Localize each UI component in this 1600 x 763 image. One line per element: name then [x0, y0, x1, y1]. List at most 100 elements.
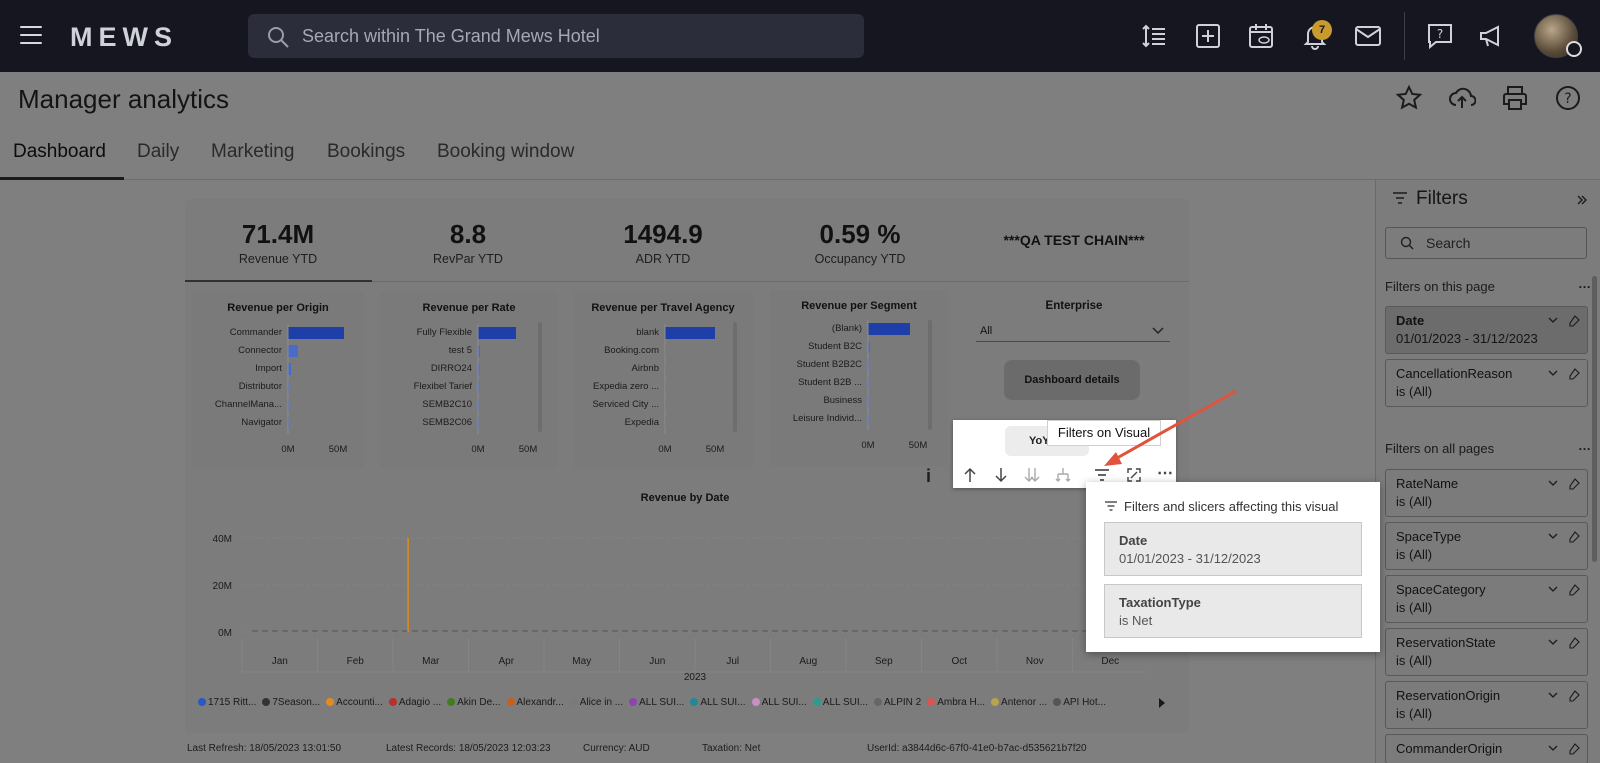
popup-filter-taxation-type[interactable]: TaxationType is Net [1104, 584, 1362, 638]
chevron-down-icon[interactable] [1548, 317, 1558, 325]
bar-category-label: Expedia [625, 417, 660, 428]
filter-card-reservation-state[interactable]: ReservationState is (All) [1385, 628, 1588, 676]
legend-item[interactable]: Alice in ... [569, 697, 623, 708]
legend-item[interactable]: Akin De... [447, 697, 501, 708]
filter-card-date[interactable]: Date 01/01/2023 - 31/12/2023 [1385, 306, 1588, 354]
filter-card-commander-origin[interactable]: CommanderOrigin [1385, 734, 1588, 763]
chart-revenue-per-origin[interactable]: Revenue per Origin Commander Connector Imp… [192, 292, 364, 468]
y-tick-label: 0M [218, 628, 232, 639]
focus-mode-icon[interactable] [1125, 466, 1143, 484]
legend-item[interactable]: 1715 Ritt... [198, 697, 256, 708]
footer-user-id: UserId: a3844d6c-67f0-41e0-b7ac-d535621b… [867, 743, 1087, 754]
chevron-down-icon[interactable] [1548, 533, 1558, 541]
favorite-star-icon[interactable] [1395, 84, 1423, 112]
more-options-icon[interactable]: ⋯ [1157, 465, 1173, 482]
legend-next-icon[interactable] [1158, 698, 1166, 708]
chevron-down-icon[interactable] [1548, 692, 1558, 700]
help-icon[interactable]: ? [1554, 84, 1582, 112]
cloud-upload-icon[interactable] [1448, 84, 1476, 112]
eraser-icon[interactable] [1568, 743, 1580, 755]
chevron-down-icon[interactable] [1548, 639, 1558, 647]
legend-item[interactable]: API Hot... [1053, 697, 1106, 708]
more-options-icon[interactable]: … [1578, 276, 1591, 291]
legend-item[interactable]: Ambra H... [927, 697, 985, 708]
bar-category-label: test 5 [449, 345, 472, 356]
megaphone-icon[interactable] [1478, 22, 1506, 50]
kpi-revpar-ytd[interactable]: 8.8 RevPar YTD [375, 219, 561, 266]
bar-category-label: Navigator [241, 417, 282, 428]
eraser-icon[interactable] [1568, 690, 1580, 702]
legend-item[interactable]: ALL SUI... [629, 697, 684, 708]
chevron-down-icon[interactable] [1548, 370, 1558, 378]
mews-logo[interactable]: MEWS [70, 22, 178, 52]
bar-chart-svg: Fully Flexible test 5 DIRRO24 Flexibel Tari… [414, 322, 542, 455]
x-tick-label: 0M [281, 444, 294, 455]
enterprise-select[interactable]: All [976, 322, 1170, 342]
chart-revenue-per-segment[interactable]: Revenue per Segment (Blank) Student B2C St… [770, 290, 948, 466]
info-icon[interactable]: i [926, 466, 932, 486]
calendar-eye-icon[interactable] [1247, 22, 1275, 50]
tab-dashboard[interactable]: Dashboard [13, 141, 106, 162]
filter-card-space-category[interactable]: SpaceCategory is (All) [1385, 575, 1588, 623]
legend-item[interactable]: ALL SUI... [812, 697, 868, 708]
tab-daily[interactable]: Daily [137, 141, 180, 162]
tab-booking-window[interactable]: Booking window [437, 141, 575, 162]
kpi-occupancy-ytd[interactable]: 0.59 % Occupancy YTD [767, 219, 953, 266]
more-options-icon[interactable]: … [1578, 438, 1591, 453]
eraser-icon[interactable] [1568, 478, 1580, 490]
print-icon[interactable] [1501, 84, 1529, 112]
legend-item[interactable]: Antenor ... [991, 697, 1047, 708]
eraser-icon[interactable] [1568, 315, 1580, 327]
kpi-adr-ytd[interactable]: 1494.9 ADR YTD [570, 219, 756, 266]
chevron-down-icon[interactable] [1548, 745, 1558, 753]
drill-down-icon[interactable] [992, 466, 1010, 484]
global-search-input[interactable] [302, 14, 842, 58]
chevron-down-icon[interactable] [1548, 586, 1558, 594]
menu-icon[interactable] [20, 26, 42, 44]
eraser-icon[interactable] [1568, 637, 1580, 649]
global-search[interactable] [248, 14, 864, 58]
dashboard-details-button[interactable]: Dashboard details [1004, 360, 1140, 400]
bar [868, 323, 910, 335]
filter-card-cancellation-reason[interactable]: CancellationReason is (All) [1385, 359, 1588, 407]
drill-up-icon[interactable] [961, 466, 979, 484]
eraser-icon[interactable] [1568, 584, 1580, 596]
chart-legend: 1715 Ritt... 7Season... Accounti... Adagio … [198, 697, 1112, 708]
eraser-icon[interactable] [1568, 531, 1580, 543]
filters-search-input[interactable] [1426, 228, 1576, 258]
sort-lines-icon[interactable] [1140, 22, 1168, 50]
legend-item[interactable]: 7Season... [262, 697, 320, 708]
drill-hierarchy-icon[interactable] [1054, 466, 1072, 484]
legend-item[interactable]: ALL SUI... [690, 697, 746, 708]
filter-card-space-type[interactable]: SpaceType is (All) [1385, 522, 1588, 570]
chevron-down-icon[interactable] [1548, 480, 1558, 488]
popup-filter-date[interactable]: Date 01/01/2023 - 31/12/2023 [1104, 522, 1362, 576]
revenue-by-date-chart[interactable]: 0M 20M 40M Jan Feb Mar Apr May Jun Jul Aug Sep Oct No… [190, 520, 1160, 690]
collapse-pane-icon[interactable] [1576, 194, 1588, 206]
bar [478, 363, 480, 375]
legend-item[interactable]: ALL SUI... [751, 697, 807, 708]
filters-search[interactable] [1385, 227, 1587, 259]
mail-icon[interactable] [1354, 22, 1382, 50]
tab-marketing[interactable]: Marketing [211, 141, 295, 162]
filter-card-reservation-origin[interactable]: ReservationOrigin is (All) [1385, 681, 1588, 729]
legend-item[interactable]: Adagio ... [388, 697, 441, 708]
tab-bookings[interactable]: Bookings [327, 141, 406, 162]
expand-next-level-icon[interactable] [1023, 466, 1041, 484]
filter-card-rate-name[interactable]: RateName is (All) [1385, 469, 1588, 517]
chart-revenue-per-travel-agency[interactable]: Revenue per Travel Agency blank Booking.c… [573, 292, 753, 468]
chart-revenue-per-rate[interactable]: Revenue per Rate Fully Flexible test 5 DIR… [380, 292, 558, 468]
legend-swatch [927, 698, 936, 706]
y-tick-label: 20M [213, 581, 232, 592]
visual-filter-icon[interactable] [1093, 466, 1111, 484]
legend-item[interactable]: Accounti... [326, 697, 383, 708]
chart-title: Revenue per Segment [801, 300, 917, 312]
eraser-icon[interactable] [1568, 368, 1580, 380]
legend-item[interactable]: ALPIN 2 [874, 697, 921, 708]
help-chat-icon[interactable]: ? [1426, 22, 1454, 50]
filters-pane-scrollbar[interactable] [1592, 276, 1597, 562]
legend-item[interactable]: Alexandr... [506, 697, 564, 708]
kpi-revenue-ytd[interactable]: 71.4M Revenue YTD [185, 219, 371, 266]
add-icon[interactable] [1194, 22, 1222, 50]
x-tick-label: Mar [422, 656, 440, 667]
